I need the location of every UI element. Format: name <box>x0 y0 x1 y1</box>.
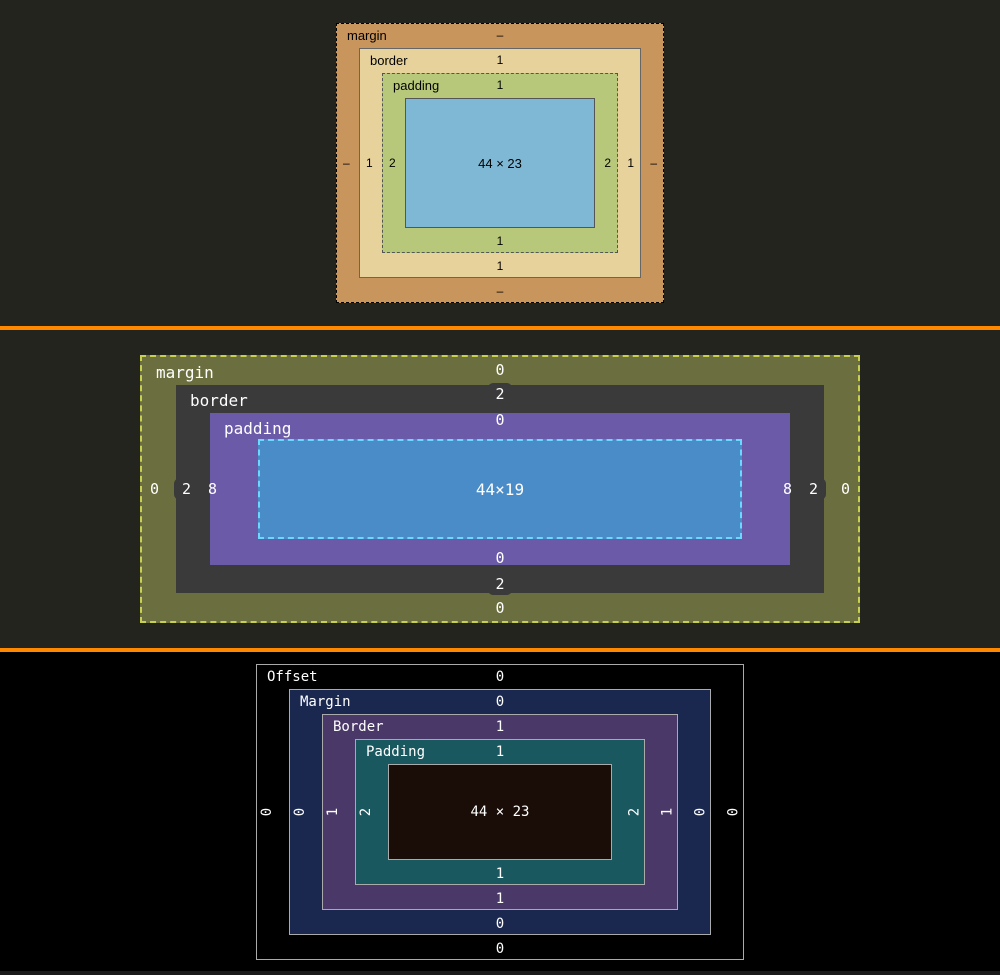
padding-label: padding <box>224 419 291 438</box>
padding-label: padding <box>393 78 439 93</box>
box-model-panel-1: margin – – – – border 1 1 1 1 padding 1 … <box>0 0 1000 326</box>
border-label: border <box>370 53 408 68</box>
padding-layer: padding 1 1 2 2 44 × 23 <box>382 73 618 253</box>
box-model-diagram-1: margin – – – – border 1 1 1 1 padding 1 … <box>336 23 664 303</box>
content-layer: 44×19 <box>258 439 742 539</box>
margin-left-value: 0 <box>292 807 308 815</box>
margin-right-value: 0 <box>692 807 708 815</box>
content-dimensions: 44 × 23 <box>478 156 522 171</box>
border-layer: Border 1 1 1 1 Padding 1 1 2 2 44 × 23 <box>322 714 678 910</box>
content-layer: 44 × 23 <box>388 764 612 860</box>
margin-bottom-value: – <box>497 284 504 298</box>
padding-label: Padding <box>366 744 425 760</box>
margin-label: Margin <box>300 694 351 710</box>
offset-bottom-value: 0 <box>496 941 504 957</box>
border-label: Border <box>333 719 384 735</box>
padding-top-value: 1 <box>496 744 504 760</box>
padding-top-value: 0 <box>495 411 504 429</box>
margin-layer: margin – – – – border 1 1 1 1 padding 1 … <box>336 23 664 303</box>
padding-left-value: 2 <box>358 807 374 815</box>
content-layer: 44 × 23 <box>405 98 595 228</box>
margin-right-value: – <box>650 156 657 170</box>
box-model-diagram-3: Offset 0 0 0 0 Margin 0 0 0 0 Border 1 1… <box>256 664 744 960</box>
padding-layer: padding 0 0 8 8 44×19 <box>210 413 790 565</box>
padding-left-value: 8 <box>208 480 217 498</box>
offset-layer: Offset 0 0 0 0 Margin 0 0 0 0 Border 1 1… <box>256 664 744 960</box>
border-left-value: 1 <box>366 156 373 170</box>
content-dimensions: 44×19 <box>476 480 524 499</box>
margin-left-value: – <box>343 156 350 170</box>
border-top-value: 1 <box>496 719 504 735</box>
offset-right-value: 0 <box>725 807 741 815</box>
margin-top-value: 0 <box>496 694 504 710</box>
margin-top-value: – <box>497 28 504 42</box>
border-bottom-value: 1 <box>496 891 504 907</box>
padding-bottom-value: 1 <box>497 234 504 248</box>
margin-label: margin <box>156 363 214 382</box>
box-model-panel-2: margin 0 0 0 0 border 2 2 2 2 padding 0 … <box>0 330 1000 648</box>
padding-top-value: 1 <box>497 78 504 92</box>
border-top-value: 1 <box>497 53 504 67</box>
margin-bottom-value: 0 <box>496 916 504 932</box>
padding-bottom-value: 1 <box>496 866 504 882</box>
margin-layer: Margin 0 0 0 0 Border 1 1 1 1 Padding 1 … <box>289 689 711 935</box>
offset-label: Offset <box>267 669 318 685</box>
margin-bottom-value: 0 <box>495 599 504 617</box>
content-dimensions: 44 × 23 <box>470 804 529 820</box>
margin-left-value: 0 <box>150 480 159 498</box>
margin-label: margin <box>347 28 387 43</box>
border-bottom-value: 1 <box>497 259 504 273</box>
border-layer: border 2 2 2 2 padding 0 0 8 8 44×19 <box>176 385 824 593</box>
offset-left-value: 0 <box>259 807 275 815</box>
margin-top-value: 0 <box>495 361 504 379</box>
padding-right-value: 2 <box>626 807 642 815</box>
box-model-panel-3: Offset 0 0 0 0 Margin 0 0 0 0 Border 1 1… <box>0 652 1000 971</box>
box-model-diagram-2: margin 0 0 0 0 border 2 2 2 2 padding 0 … <box>140 355 860 623</box>
padding-bottom-value: 0 <box>495 549 504 567</box>
padding-layer: Padding 1 1 2 2 44 × 23 <box>355 739 645 885</box>
margin-right-value: 0 <box>841 480 850 498</box>
margin-layer: margin 0 0 0 0 border 2 2 2 2 padding 0 … <box>140 355 860 623</box>
border-layer: border 1 1 1 1 padding 1 1 2 2 44 × 23 <box>359 48 641 278</box>
border-left-value: 1 <box>325 807 341 815</box>
border-right-value: 1 <box>659 807 675 815</box>
padding-right-value: 8 <box>783 480 792 498</box>
padding-left-value: 2 <box>389 156 396 170</box>
border-right-value: 1 <box>627 156 634 170</box>
offset-top-value: 0 <box>496 669 504 685</box>
padding-right-value: 2 <box>604 156 611 170</box>
